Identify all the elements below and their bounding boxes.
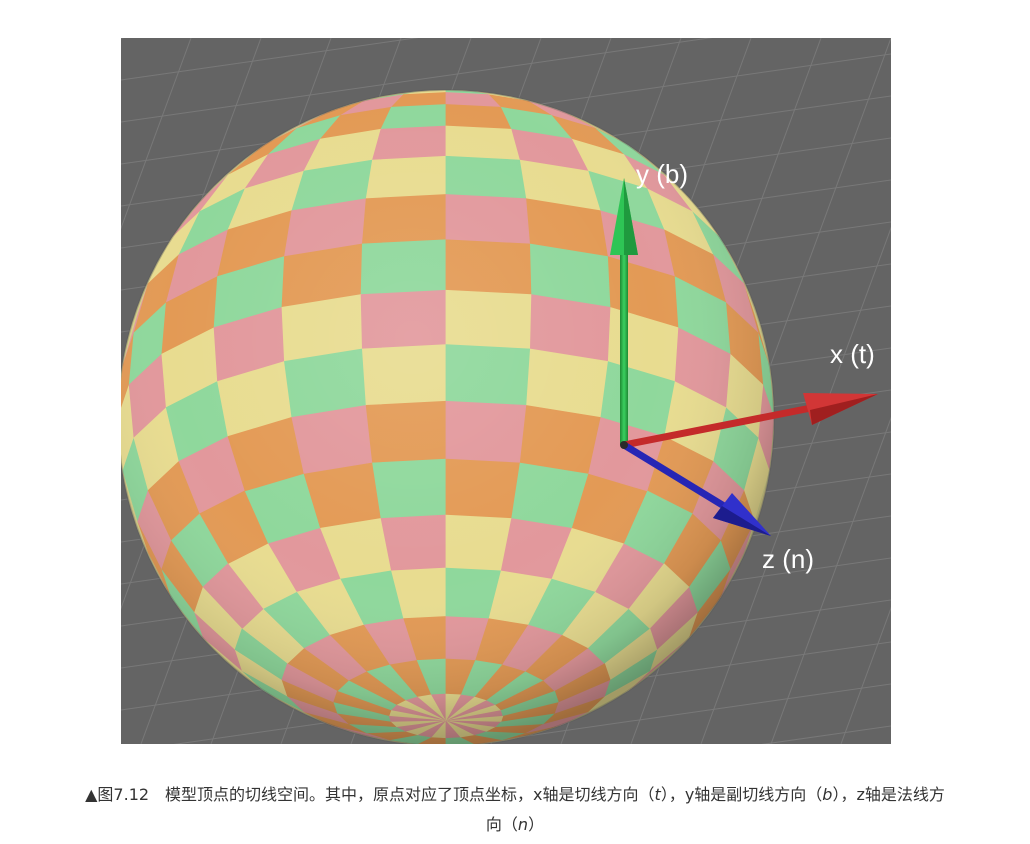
caption-n: n (517, 815, 529, 834)
caption-text-5: ） (528, 815, 545, 834)
figure-caption: ▲图7.12 模型顶点的切线空间。其中，原点对应了顶点坐标，x轴是切线方向（t）… (0, 780, 1030, 840)
caption-t: t (654, 785, 661, 804)
caption-line-1: ▲图7.12 模型顶点的切线空间。其中，原点对应了顶点坐标，x轴是切线方向（t）… (0, 780, 1030, 810)
x-axis-label: x (t) (830, 339, 875, 369)
caption-line-2: 向（n） (0, 810, 1030, 840)
caption-text-1: ▲图7.12 模型顶点的切线空间。其中，原点对应了顶点坐标，x轴是切线方向（ (85, 785, 655, 804)
z-axis-label: z (n) (762, 544, 814, 574)
caption-b: b (822, 785, 833, 804)
caption-text-2: ），y轴是副切线方向（ (660, 785, 823, 804)
z-axis-arrow (622, 442, 771, 536)
tangent-space-figure: y (b) x (t) z (n) (121, 38, 891, 744)
y-axis-arrow (610, 178, 638, 445)
x-axis-arrow (623, 393, 878, 449)
caption-text-4: 向（ (485, 815, 518, 834)
figure-canvas: y (b) x (t) z (n) (121, 38, 891, 744)
origin-point (620, 441, 628, 449)
caption-text-3: ），z轴是法线方 (832, 785, 945, 804)
y-axis-label: y (b) (636, 159, 688, 189)
tangent-axes: y (b) x (t) z (n) (610, 159, 878, 574)
